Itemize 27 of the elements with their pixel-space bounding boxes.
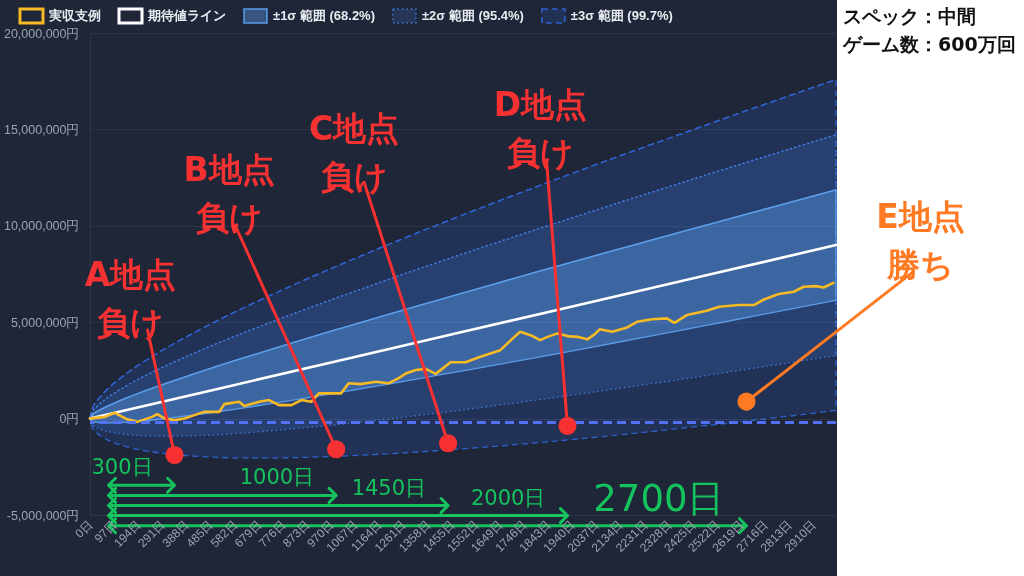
data-label: B地点負け [183, 150, 275, 238]
y-tick-label: 10,000,000円 [3, 219, 80, 234]
point [327, 440, 346, 459]
point [737, 392, 756, 411]
annotation: 2700日 [593, 476, 725, 520]
data-label: E地点勝ち [876, 196, 965, 284]
y-tick-label: 15,000,000円 [3, 122, 80, 137]
point [439, 434, 458, 453]
legend-label: 期待値ライン [147, 8, 226, 23]
y-tick-label: 20,000,000円 [3, 26, 80, 41]
text: ゲーム数：600万回 [842, 33, 1016, 55]
y-tick-label: -5,000,000円 [6, 508, 80, 523]
point [165, 445, 184, 465]
y-tick-label: 5,000,000円 [10, 315, 80, 330]
annotation: 1450日 [351, 475, 427, 500]
data-label: C地点負け [308, 109, 400, 197]
annotation: 1000日 [239, 465, 315, 490]
legend-label: ±1σ 範囲 (68.2%) [273, 8, 376, 23]
point [558, 416, 577, 435]
text: スペック：中間 [843, 5, 976, 27]
annotation: 2000日 [470, 485, 546, 510]
legend-label: 実収支例 [48, 8, 101, 23]
y-tick-label: 0円 [59, 412, 80, 427]
legend-label: ±2σ 範囲 (95.4%) [421, 8, 524, 23]
annotation: 300日 [91, 455, 153, 480]
legend-label: ±3σ 範囲 (99.7%) [570, 8, 673, 23]
data-label: A地点負け [84, 255, 177, 343]
